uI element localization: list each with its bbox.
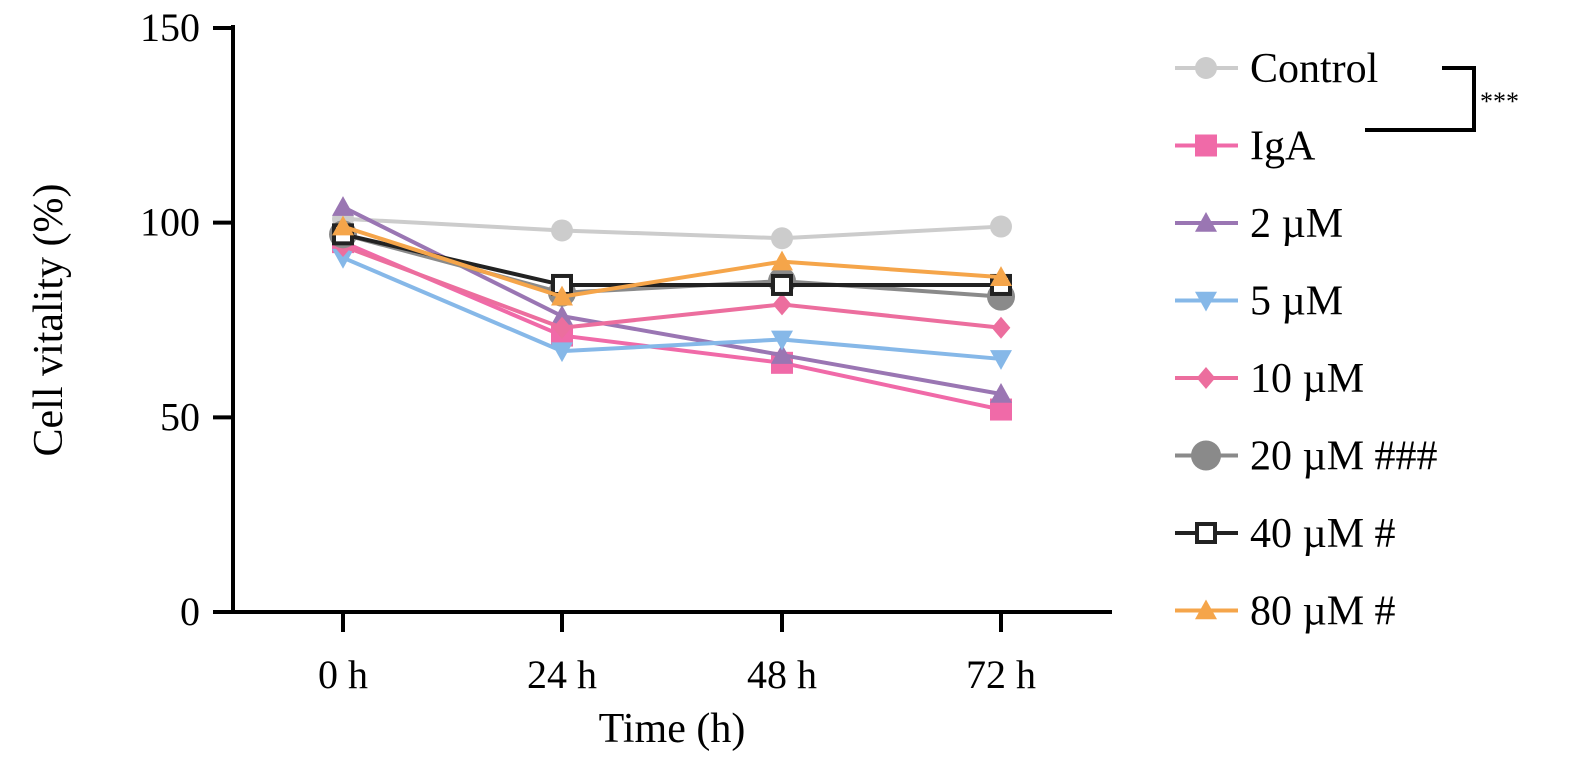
data-point: [551, 219, 573, 242]
legend-item: 20 µM ###: [1175, 434, 1438, 480]
axes: [231, 25, 1112, 614]
legend-marker: [1195, 57, 1217, 79]
legend-label: 10 µM: [1250, 356, 1364, 402]
data-point: [990, 382, 1012, 403]
y-axis-title: Cell vitality (%): [26, 184, 72, 457]
y-tick-label: 100: [140, 200, 200, 245]
data-point: [332, 215, 354, 236]
legend-item: 40 µM #: [1175, 511, 1396, 557]
legend: Control IgA 2 µM 5 µM 10 µM 20 µM ### 40 µM # 8…: [1175, 46, 1438, 635]
legend-marker: [1195, 599, 1217, 620]
data-point: [332, 196, 354, 216]
legend-marker: [1195, 134, 1217, 157]
y-tick-label: 150: [140, 5, 200, 50]
data-point: [990, 398, 1012, 421]
legend-marker: [1195, 522, 1217, 544]
data-point: [991, 316, 1011, 339]
legend-item: IgA: [1175, 124, 1316, 170]
data-point: [771, 250, 793, 271]
legend-item: Control: [1175, 46, 1378, 92]
series-4: [332, 248, 1012, 370]
series-line: [342, 224, 1002, 299]
data-point: [551, 285, 573, 306]
series-group: [329, 196, 1015, 421]
legend-label: IgA: [1250, 124, 1316, 170]
data-point: [551, 305, 573, 325]
y-tick-label: 0: [180, 589, 200, 634]
data-point: [771, 273, 793, 296]
data-point: [771, 227, 793, 250]
legend-label: 20 µM ###: [1250, 434, 1438, 480]
x-tick-label: 72 h: [966, 652, 1036, 697]
data-point: [771, 344, 793, 364]
significance-label: ***: [1480, 87, 1519, 116]
x-tick-label: 0 h: [318, 652, 368, 697]
y-ticks: 0 50 100 150: [140, 5, 233, 634]
legend-marker: [1195, 212, 1217, 232]
legend-item: 10 µM: [1175, 356, 1364, 402]
series-line: [342, 244, 1002, 330]
legend-item: 80 µM #: [1175, 589, 1396, 635]
series-line: [342, 216, 1002, 241]
data-point: [551, 342, 573, 363]
series-1: [332, 207, 1012, 250]
series-3: [332, 196, 1012, 403]
legend-marker: [1196, 367, 1216, 389]
legend-label: Control: [1250, 46, 1378, 92]
series-8: [332, 215, 1012, 306]
x-tick-label: 48 h: [747, 652, 817, 697]
series-line: [342, 232, 1002, 299]
significance-bracket-line: [1365, 66, 1476, 132]
data-point: [990, 215, 1012, 238]
data-point: [771, 330, 793, 351]
series-line: [342, 240, 1002, 412]
y-tick-label: 50: [160, 394, 200, 439]
x-ticks: 0 h 24 h 48 h 72 h: [318, 612, 1036, 697]
legend-label: 5 µM: [1250, 279, 1343, 325]
data-point: [990, 350, 1012, 370]
legend-label: 80 µM #: [1250, 589, 1396, 635]
data-point: [990, 266, 1012, 286]
legend-label: 40 µM #: [1250, 511, 1396, 557]
data-point: [772, 293, 792, 316]
x-axis-title: Time (h): [599, 706, 746, 752]
legend-item: 2 µM: [1175, 201, 1343, 247]
legend-marker: [1195, 291, 1217, 312]
legend-item: 5 µM: [1175, 279, 1343, 325]
legend-label: 2 µM: [1250, 201, 1343, 247]
x-tick-label: 24 h: [527, 652, 597, 697]
significance-bracket: ***: [1365, 66, 1519, 132]
series-line: [342, 255, 1002, 361]
data-point: [332, 248, 354, 269]
data-point: [552, 316, 572, 339]
legend-marker: [1191, 440, 1221, 471]
